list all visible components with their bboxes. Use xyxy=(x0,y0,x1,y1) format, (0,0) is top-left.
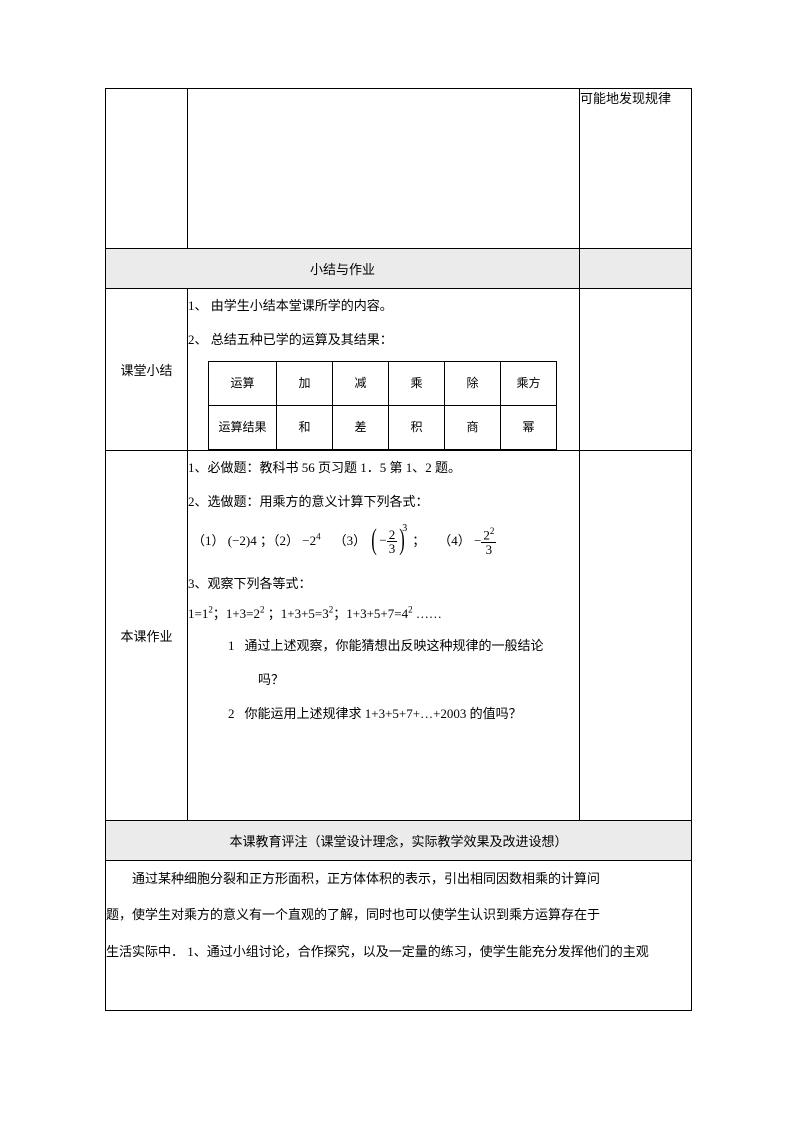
eq3-den: 3 xyxy=(387,541,398,555)
hw-line3: 3、观察下列各等式： xyxy=(188,567,579,601)
op-h-5: 乘方 xyxy=(501,361,557,405)
eq1-base: (−2) xyxy=(228,533,251,548)
summary-label: 课堂小结 xyxy=(106,289,188,451)
hw-equations: （1） (−2)4 ；（2） −24 （3） (−23)3； （4） −223 xyxy=(192,527,579,557)
eq1-exp: 4 xyxy=(250,533,257,548)
eq4-num-exp: 2 xyxy=(490,526,495,536)
op-r-1: 和 xyxy=(277,405,333,449)
q1-line1: 1 通过上述观察，你能猜想出反映这种规律的一般结论 xyxy=(188,629,579,663)
hw-line2: 2、选做题：用乘方的意义计算下列各式： xyxy=(188,485,579,519)
lparen-icon: ( xyxy=(372,525,378,555)
q1-num: 1 xyxy=(228,629,235,663)
top-row: 可能地发现规律 xyxy=(106,89,692,249)
section-header: 小结与作业 xyxy=(106,249,580,289)
seq-s3: ；1+3+5+7= xyxy=(333,606,401,621)
homework-label: 本课作业 xyxy=(106,450,188,820)
summary-right xyxy=(580,289,692,451)
seq-s1: ；1+3= xyxy=(213,606,254,621)
hw-seq: 1=12；1+3=22 ；1+3+5=32；1+3+5+7=42 …… xyxy=(188,600,579,629)
q2-num: 2 xyxy=(228,697,235,731)
eq2-exp: 4 xyxy=(316,531,321,541)
q2: 你能运用上述规律求 1+3+5+7+…+2003 的值吗？ xyxy=(245,706,522,721)
comment-p3: 生活实际中． 1、通过小组讨论，合作探究，以及一定量的练习，使学生能充分发挥他们… xyxy=(106,934,691,970)
eq3-num: 2 xyxy=(387,528,398,541)
comment-header: 本课教育评注（课堂设计理念，实际教学效果及改进设想） xyxy=(106,820,692,860)
summary-content: 1、 由学生小结本堂课所学的内容。 2、 总结五种已学的运算及其结果： 运算 加… xyxy=(188,289,580,451)
eq4-label: （4） xyxy=(438,533,471,548)
homework-right xyxy=(580,450,692,820)
op-r-0: 运算结果 xyxy=(209,405,277,449)
top-mid-cell xyxy=(188,89,580,249)
homework-content: 1、必做题：教科书 56 页习题 1．5 第 1、2 题。 2、选做题：用乘方的… xyxy=(188,450,580,820)
eq-sep3: ； xyxy=(412,533,425,548)
op-h-0: 运算 xyxy=(209,361,277,405)
homework-row: 本课作业 1、必做题：教科书 56 页习题 1．5 第 1、2 题。 2、选做题… xyxy=(106,450,692,820)
eq3-exp: 3 xyxy=(402,523,407,534)
q2-line: 2 你能运用上述规律求 1+3+5+7+…+2003 的值吗？ xyxy=(188,697,579,731)
op-h-1: 加 xyxy=(277,361,333,405)
seq-s2: ；1+3+5= xyxy=(265,606,323,621)
section-header-row: 小结与作业 xyxy=(106,249,692,289)
op-h-3: 乘 xyxy=(389,361,445,405)
comment-header-row: 本课教育评注（课堂设计理念，实际教学效果及改进设想） xyxy=(106,820,692,860)
summary-row: 课堂小结 1、 由学生小结本堂课所学的内容。 2、 总结五种已学的运算及其结果：… xyxy=(106,289,692,451)
lesson-plan-page: 可能地发现规律 小结与作业 课堂小结 1、 由学生小结本堂课所学的内容。 2、 … xyxy=(105,88,691,1011)
comment-p2: 题，使学生对乘方的意义有一个直观的了解，同时也可以使学生认识到乘方运算存在于 xyxy=(106,897,691,933)
comment-body: 通过某种细胞分裂和正方形面积，正方体体积的表示，引出相同因数相乘的计算问 题，使… xyxy=(106,860,692,1010)
eq3-label: （3） xyxy=(334,533,367,548)
eq4-den: 3 xyxy=(481,542,496,556)
seq-tail: …… xyxy=(413,606,442,621)
comment-body-row: 通过某种细胞分裂和正方形面积，正方体体积的表示，引出相同因数相乘的计算问 题，使… xyxy=(106,860,692,1010)
q1-line2: 吗？ xyxy=(188,663,579,697)
hw-line1: 1、必做题：教科书 56 页习题 1．5 第 1、2 题。 xyxy=(188,451,579,485)
op-row-2: 运算结果 和 差 积 商 幂 xyxy=(209,405,557,449)
summary-line2: 2、 总结五种已学的运算及其结果： xyxy=(188,323,579,357)
op-r-2: 差 xyxy=(333,405,389,449)
op-row-1: 运算 加 减 乘 除 乘方 xyxy=(209,361,557,405)
op-h-2: 减 xyxy=(333,361,389,405)
summary-line1: 1、 由学生小结本堂课所学的内容。 xyxy=(188,289,579,323)
section-header-right xyxy=(580,249,692,289)
top-right-cell: 可能地发现规律 xyxy=(580,89,692,249)
eq1-label: （1） xyxy=(192,533,225,548)
main-table: 可能地发现规律 小结与作业 课堂小结 1、 由学生小结本堂课所学的内容。 2、 … xyxy=(105,88,692,1011)
op-r-3: 积 xyxy=(389,405,445,449)
op-r-5: 幂 xyxy=(501,405,557,449)
eq-sep1: ；（2） xyxy=(260,533,299,548)
op-h-4: 除 xyxy=(445,361,501,405)
operations-table: 运算 加 减 乘 除 乘方 运算结果 和 差 积 商 幂 xyxy=(208,361,557,450)
q1a: 通过上述观察，你能猜想出反映这种规律的一般结论 xyxy=(245,638,544,653)
eq2-base: −2 xyxy=(302,533,316,548)
top-left-cell xyxy=(106,89,188,249)
op-r-4: 商 xyxy=(445,405,501,449)
seq-prefix: 1= xyxy=(188,606,202,621)
comment-p1: 通过某种细胞分裂和正方形面积，正方体体积的表示，引出相同因数相乘的计算问 xyxy=(106,861,691,897)
